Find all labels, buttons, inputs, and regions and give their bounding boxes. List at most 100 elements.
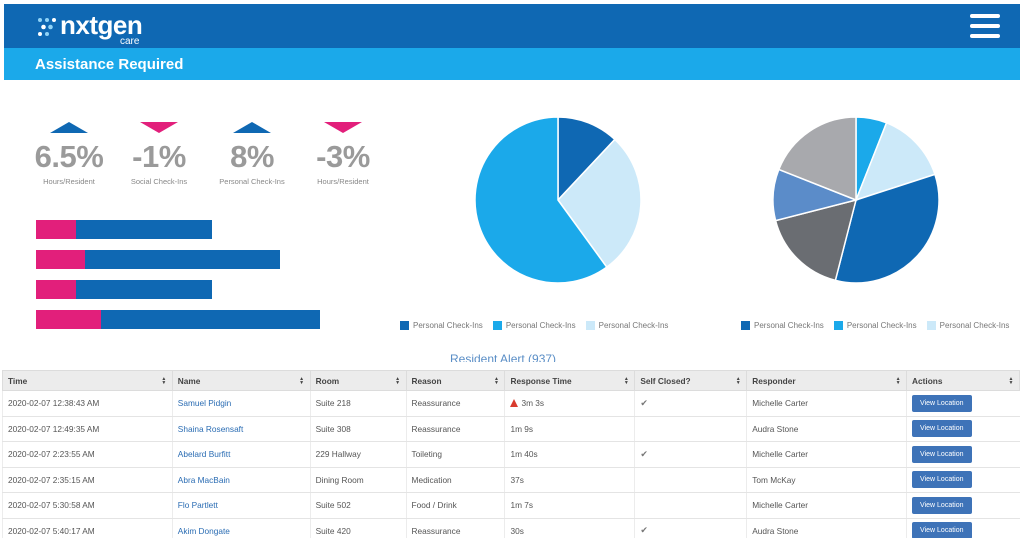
pie-slice-4 (774, 198, 858, 282)
logo-wordmark: nxtgen (60, 10, 143, 40)
cell-time: 2020-02-07 5:30:58 AM (2, 492, 173, 519)
column-header-label: Actions (912, 375, 943, 386)
cell-actions: View Location (906, 416, 1020, 442)
cell-response-time: 30s (504, 518, 635, 538)
cell-name[interactable]: Samuel Pidgin (171, 390, 311, 417)
hamburger-menu-icon[interactable] (970, 14, 1000, 38)
column-header-room[interactable]: Room ▲▼ (309, 370, 407, 391)
cell-time: 2020-02-07 2:35:15 AM (2, 467, 173, 493)
cell-actions: View Location (906, 467, 1020, 493)
checkmark-icon: ✔ (640, 397, 648, 408)
cell-reason: Toileting (405, 441, 505, 468)
legend-swatch (400, 321, 409, 330)
sort-icon[interactable]: ▲▼ (160, 376, 167, 384)
table-row: 2020-02-07 2:23:55 AM Abelard Burfitt 229 … (2, 441, 1020, 468)
legend-item: Personal Check-Ins (833, 321, 917, 330)
cell-reason: Food / Drink (405, 492, 505, 519)
sort-icon[interactable]: ▲▼ (1008, 376, 1014, 384)
legend-item: Personal Check-Ins (400, 321, 483, 330)
cell-time: 2020-02-07 12:49:35 AM (2, 416, 173, 442)
cell-room: Suite 218 (309, 390, 407, 417)
legend-label: Personal Check-Ins (754, 321, 824, 330)
column-header-label: Reason (411, 375, 442, 386)
column-header-actions[interactable]: Actions ▲▼ (906, 370, 1020, 391)
cell-name[interactable]: Abelard Burfitt (171, 441, 311, 468)
stat-label: Hours/Resident (43, 177, 95, 186)
cell-responder: Michelle Carter (746, 492, 907, 519)
table-row: 2020-02-07 2:35:15 AM Abra MacBain Dining … (2, 467, 1020, 493)
bar-row-1 (36, 220, 212, 239)
stat-value: 8% (230, 139, 274, 174)
view-location-button[interactable]: View Location (912, 394, 972, 412)
cell-name[interactable]: Flo Partlett (171, 492, 311, 519)
response-time-value: 37s (510, 474, 524, 485)
column-header-reason[interactable]: Reason ▲▼ (405, 370, 506, 391)
cell-name[interactable]: Abra MacBain (171, 467, 311, 493)
legend-label: Personal Check-Ins (598, 321, 669, 330)
cell-reason: Medication (405, 467, 505, 493)
view-location-button[interactable]: View Location (912, 496, 972, 514)
sort-icon[interactable]: ▲▼ (623, 376, 630, 384)
column-header-label: Name (177, 375, 201, 386)
bar-row-3 (36, 280, 212, 299)
view-location-button[interactable]: View Location (912, 445, 972, 463)
cell-responder: Tom McKay (746, 467, 907, 493)
column-header-label: Room (315, 375, 340, 386)
view-location-button[interactable]: View Location (912, 420, 972, 438)
trend-down-icon (140, 122, 178, 133)
cell-responder: Michelle Carter (746, 390, 907, 417)
cell-name[interactable]: Akim Dongate (171, 518, 311, 538)
response-time-value: 1m 40s (510, 449, 538, 460)
cell-response-time: 1m 40s (504, 441, 635, 468)
cell-self-closed: ✔ (634, 518, 747, 538)
response-time-value: 30s (510, 525, 524, 536)
sort-icon[interactable]: ▲▼ (493, 376, 500, 384)
view-location-button[interactable]: View Location (912, 522, 972, 538)
cell-room: Suite 420 (309, 518, 407, 538)
legend-swatch (833, 321, 843, 330)
stat-hours-per-resident-2: -3% Hours/Resident (298, 122, 388, 186)
cell-reason: Reassurance (405, 390, 505, 417)
column-header-response-time[interactable]: Response Time ▲▼ (504, 370, 636, 391)
column-header-responder[interactable]: Responder ▲▼ (746, 370, 908, 391)
cell-responder: Michelle Carter (746, 441, 907, 468)
stat-personal-check-ins: 8% Personal Check-Ins (207, 122, 297, 186)
legend-swatch (926, 321, 936, 330)
cell-reason: Reassurance (405, 518, 505, 538)
cell-self-closed: ✔ (634, 441, 747, 468)
sort-icon[interactable]: ▲▼ (895, 376, 902, 384)
pie-slice-6 (777, 116, 857, 202)
table-row: 2020-02-07 5:30:58 AM Flo Partlett Suite 5… (2, 492, 1020, 519)
sort-icon[interactable]: ▲▼ (735, 376, 742, 384)
cell-name[interactable]: Shaina Rosensaft (171, 416, 311, 442)
response-time-value: 3m 3s (521, 398, 545, 409)
legend-item: Personal Check-Ins (492, 321, 576, 330)
legend-label: Personal Check-Ins (413, 321, 483, 330)
logo-dots-icon (38, 18, 56, 36)
column-header-label: Time (8, 375, 28, 386)
cell-responder: Audra Stone (746, 416, 907, 442)
title-bar: Assistance Required (4, 48, 1020, 80)
stat-label: Hours/Resident (317, 177, 369, 186)
cell-room: 229 Hallway (309, 441, 407, 468)
view-location-button[interactable]: View Location (912, 471, 972, 489)
cell-self-closed: ✔ (634, 390, 747, 417)
column-header-label: Responder (752, 375, 796, 386)
table-row: 2020-02-07 12:38:43 AM Samuel Pidgin Suite… (2, 390, 1020, 417)
column-header-time[interactable]: Time ▲▼ (2, 370, 173, 391)
pie-slice-2 (557, 138, 642, 269)
column-header-self-closed[interactable]: Self Closed? ▲▼ (634, 370, 748, 391)
warning-icon (510, 399, 519, 408)
cell-response-time: 37s (504, 467, 635, 493)
column-header-name[interactable]: Name ▲▼ (171, 370, 311, 391)
nxtgen-care-logo[interactable]: nxtgen care (36, 10, 156, 47)
stat-label: Personal Check-Ins (219, 177, 285, 186)
stat-value: -1% (132, 139, 186, 174)
table-body: 2020-02-07 12:38:43 AM Samuel Pidgin Suite… (2, 390, 1020, 538)
logo-subtitle: care (120, 36, 140, 47)
sort-icon[interactable]: ▲▼ (394, 376, 401, 384)
sort-icon[interactable]: ▲▼ (298, 376, 305, 384)
column-header-label: Self Closed? (640, 375, 691, 386)
table-title: Resident Alert (937) (450, 352, 556, 362)
